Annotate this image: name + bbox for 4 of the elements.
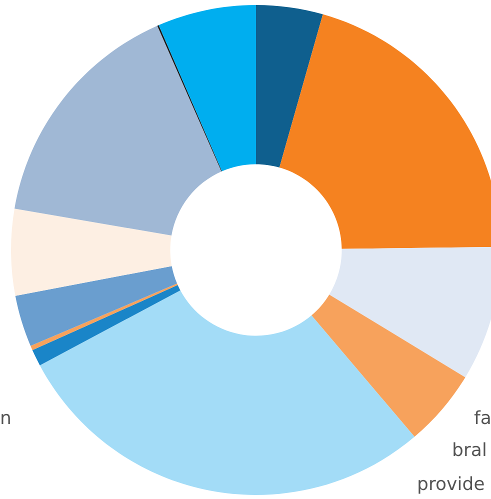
text: fa	[474, 410, 490, 424]
text: n	[2, 414, 10, 424]
text: provide	[418, 476, 484, 494]
text: bral	[454, 442, 486, 456]
